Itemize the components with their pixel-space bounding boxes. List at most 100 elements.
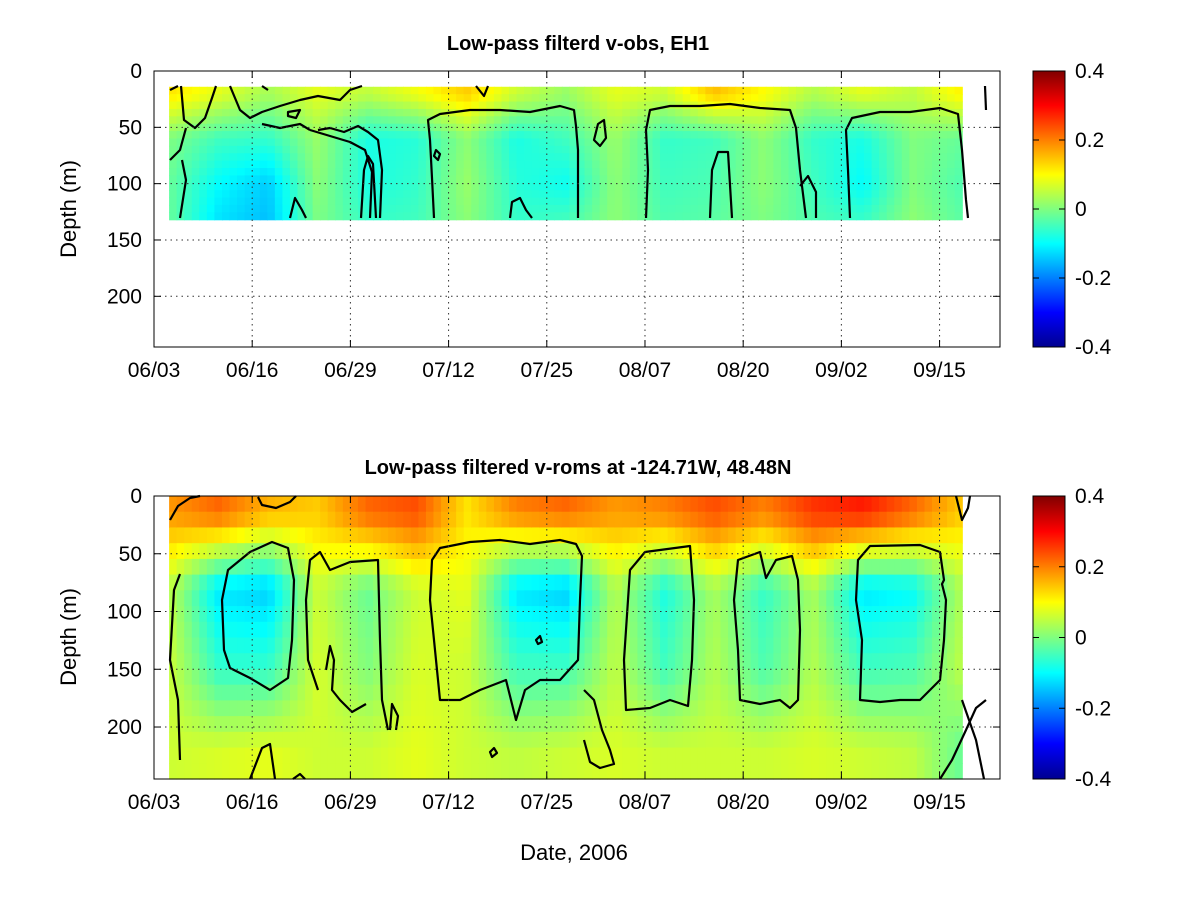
- heatmap-cell: [758, 153, 767, 162]
- heatmap-cell: [463, 763, 472, 780]
- heatmap-cell: [796, 763, 805, 780]
- heatmap-cell: [811, 653, 820, 670]
- heatmap-cell: [433, 204, 442, 213]
- heatmap-cell: [191, 637, 200, 654]
- heatmap-cell: [357, 94, 367, 103]
- heatmap-cell: [274, 160, 284, 169]
- heatmap-cell: [199, 496, 208, 513]
- heatmap-cell: [924, 168, 933, 176]
- heatmap-cell: [282, 731, 291, 749]
- heatmap-cell: [599, 558, 608, 576]
- heatmap-cell: [577, 145, 586, 154]
- heatmap-cell: [652, 175, 661, 184]
- heatmap-cell: [637, 101, 646, 110]
- heatmap-cell: [327, 558, 336, 576]
- heatmap-cell: [199, 527, 208, 544]
- heatmap-cell: [297, 716, 306, 733]
- heatmap-cell: [675, 138, 684, 147]
- heatmap-cell: [675, 123, 684, 132]
- heatmap-cell: [720, 527, 729, 544]
- heatmap-cell: [660, 204, 669, 213]
- heatmap-cell: [561, 637, 571, 654]
- heatmap-cell: [894, 204, 903, 213]
- heatmap-cell: [463, 637, 472, 654]
- heatmap-cell: [486, 153, 495, 162]
- heatmap-cell: [531, 190, 540, 199]
- heatmap-cell: [886, 496, 895, 513]
- heatmap-cell: [652, 527, 661, 544]
- heatmap-cell: [539, 653, 548, 670]
- heatmap-cell: [697, 558, 707, 576]
- heatmap-cell: [493, 511, 503, 529]
- heatmap-cell: [478, 168, 487, 176]
- heatmap-cell: [471, 138, 480, 147]
- heatmap-cell: [743, 108, 752, 117]
- heatmap-cell: [622, 747, 631, 764]
- heatmap-cell: [531, 496, 540, 513]
- heatmap-cell: [335, 190, 344, 199]
- heatmap-cell: [320, 716, 329, 733]
- heatmap-cell: [320, 684, 329, 701]
- heatmap-cell: [894, 653, 903, 670]
- heatmap-cell: [924, 716, 933, 733]
- heatmap-cell: [720, 175, 729, 184]
- heatmap-cell: [357, 138, 367, 147]
- heatmap-cell: [577, 182, 586, 191]
- heatmap-cell: [403, 543, 412, 560]
- heatmap-cell: [848, 138, 858, 147]
- heatmap-cell: [811, 684, 820, 701]
- heatmap-cell: [637, 574, 646, 591]
- heatmap-cell: [380, 543, 389, 560]
- heatmap-cell: [569, 543, 578, 560]
- heatmap-cell: [531, 653, 540, 670]
- heatmap-cell: [592, 653, 601, 670]
- heatmap-cell: [735, 204, 744, 213]
- heatmap-cell: [947, 138, 956, 147]
- heatmap-cell: [871, 160, 880, 169]
- heatmap-cell: [312, 123, 321, 132]
- heatmap-cell: [342, 543, 351, 560]
- heatmap-cell: [826, 190, 835, 199]
- heatmap-cell: [221, 212, 231, 221]
- heatmap-cell: [614, 190, 623, 199]
- heatmap-cell: [403, 94, 412, 103]
- heatmap-cell: [418, 747, 427, 764]
- heatmap-cell: [780, 131, 790, 140]
- heatmap-cell: [924, 123, 933, 132]
- heatmap-cell: [758, 86, 767, 95]
- heatmap-cell: [320, 731, 329, 749]
- heatmap-cell: [259, 168, 268, 176]
- heatmap-cell: [395, 606, 404, 623]
- heatmap-cell: [433, 168, 442, 176]
- heatmap-cell: [607, 153, 616, 162]
- heatmap-cell: [373, 168, 382, 176]
- heatmap-cell: [373, 131, 382, 140]
- heatmap-cell: [289, 153, 299, 162]
- heatmap-cell: [410, 138, 419, 147]
- heatmap-cell: [516, 101, 525, 110]
- heatmap-cell: [418, 131, 427, 140]
- heatmap-cell: [433, 637, 442, 654]
- heatmap-cell: [539, 590, 548, 607]
- heatmap-cell: [229, 527, 238, 544]
- heatmap-cell: [765, 101, 774, 110]
- heatmap-cell: [826, 138, 835, 147]
- heatmap-cell: [478, 204, 487, 213]
- heatmap-cell: [169, 700, 178, 717]
- heatmap-cell: [682, 197, 691, 206]
- heatmap-cell: [841, 182, 850, 191]
- heatmap-cell: [622, 212, 631, 221]
- heatmap-cell: [811, 606, 820, 623]
- heatmap-cell: [796, 86, 805, 95]
- heatmap-cell: [690, 511, 699, 529]
- heatmap-cell: [410, 204, 419, 213]
- heatmap-cell: [441, 668, 450, 686]
- heatmap-cell: [629, 94, 639, 103]
- heatmap-cell: [773, 190, 782, 199]
- heatmap-cell: [206, 543, 216, 560]
- heatmap-cell: [539, 668, 548, 686]
- heatmap-cell: [425, 496, 435, 513]
- heatmap-cell: [244, 138, 253, 147]
- heatmap-cell: [886, 747, 895, 764]
- heatmap-cell: [796, 204, 805, 213]
